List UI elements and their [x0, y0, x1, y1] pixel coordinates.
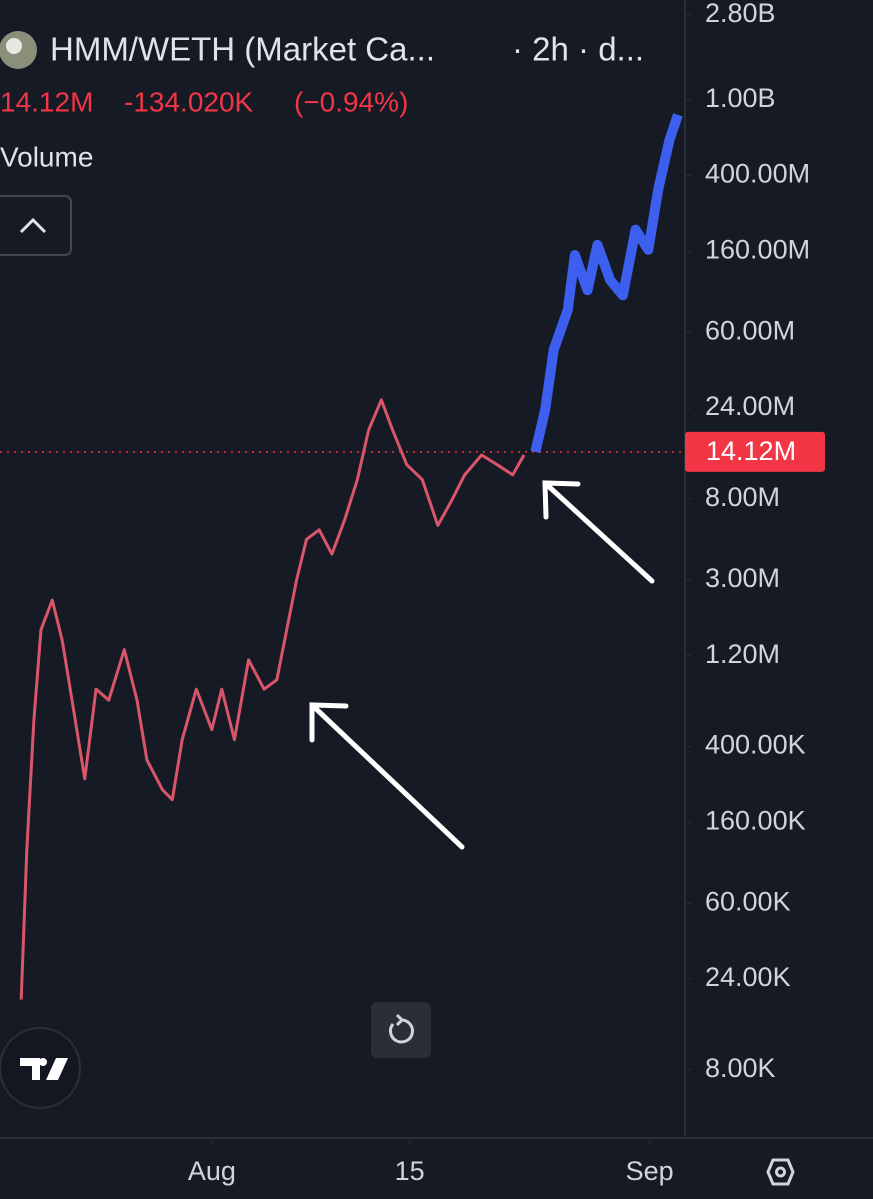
reset-icon — [389, 1018, 414, 1044]
y-tick-label: 1.00B — [705, 83, 776, 113]
x-tick-label: Sep — [626, 1156, 674, 1186]
arrow — [309, 702, 465, 850]
y-tick-label: 8.00K — [705, 1053, 776, 1083]
y-tick-label: 3.00M — [705, 563, 780, 593]
reset-icon — [395, 1013, 405, 1027]
last-price-tag — [685, 431, 825, 472]
tv-logo-mark — [20, 1058, 68, 1080]
tv-logo-dot — [39, 1058, 47, 1066]
change: -134.020K — [124, 86, 254, 117]
interval: · 2h · d... — [512, 31, 644, 68]
change-pct: (−0.94%) — [294, 86, 408, 117]
y-tick-label: 400.00K — [705, 730, 806, 760]
y-tick-label: 60.00K — [705, 886, 791, 916]
settings-button[interactable] — [766, 1158, 795, 1186]
x-tick-label: 15 — [395, 1156, 425, 1186]
plot — [0, 14, 691, 1144]
y-tick-label: 160.00K — [705, 805, 806, 835]
volume-legend: Volume — [0, 141, 93, 172]
last-price: 14.12M — [0, 86, 93, 117]
reset-button[interactable] — [371, 1002, 431, 1058]
settings-icon — [775, 1166, 786, 1178]
y-tick-label: 2.80B — [705, 0, 776, 28]
y-tick-label: 60.00M — [705, 316, 795, 346]
price-line — [19, 398, 526, 1000]
y-tick-label: 24.00K — [705, 962, 791, 992]
x-tick-label: Aug — [188, 1156, 236, 1186]
last-price-tag-label: 14.12M — [706, 436, 796, 466]
y-tick-label: 24.00M — [705, 391, 795, 421]
y-tick-label: 8.00M — [705, 482, 780, 512]
collapse-icon — [19, 217, 47, 234]
symbol-title: HMM/WETH (Market Ca... — [50, 31, 435, 68]
y-tick-label: 1.20M — [705, 639, 780, 669]
arrow — [542, 480, 655, 584]
y-tick-label: 160.00M — [705, 234, 810, 264]
collapse-button[interactable] — [0, 195, 72, 256]
price-line — [530, 113, 683, 454]
token-icon-detail — [6, 38, 22, 54]
y-tick-label: 400.00M — [705, 159, 810, 189]
